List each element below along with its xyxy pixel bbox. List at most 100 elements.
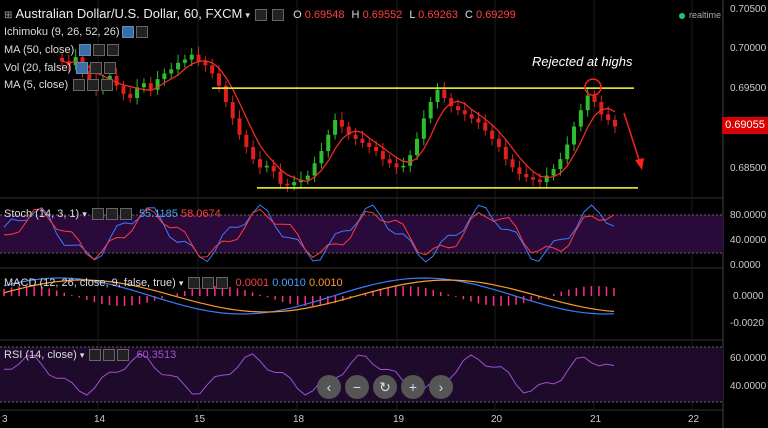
stoch-tick: 40.0000 xyxy=(730,235,767,246)
candle-body xyxy=(278,171,283,184)
candle-body xyxy=(333,120,338,135)
chart-header: ⊞ Australian Dollar/U.S. Dollar, 60, FXC… xyxy=(4,6,516,22)
candle-body xyxy=(421,118,426,139)
zoom-out-button[interactable]: − xyxy=(345,375,369,399)
candle-body xyxy=(455,106,460,111)
x-tick: 19 xyxy=(393,414,405,425)
candle-body xyxy=(531,177,536,180)
x-tick: 15 xyxy=(194,414,206,425)
candle-body xyxy=(510,159,515,168)
candle-body xyxy=(517,167,522,174)
candle-body xyxy=(141,83,146,88)
candle-body xyxy=(326,134,331,152)
macd-label[interactable]: MACD (12, 26, close, 9, false, true) ▾ 0… xyxy=(4,277,343,290)
price-pill: 0.69055 xyxy=(722,117,768,134)
candle-body xyxy=(572,126,577,145)
candle-body xyxy=(162,73,167,80)
rsi-tick: 60.0000 xyxy=(730,353,767,364)
overlay-vol[interactable]: Vol (20, false) xyxy=(4,62,117,75)
candle-body xyxy=(380,151,385,160)
candle-body xyxy=(339,120,344,127)
scroll-right-button[interactable]: › xyxy=(429,375,453,399)
candle-body xyxy=(558,159,563,170)
candle-body xyxy=(346,126,351,135)
macd-tick: 0.0000 xyxy=(733,291,764,302)
candle-body xyxy=(428,102,433,119)
x-tick: 14 xyxy=(94,414,106,425)
candle-body xyxy=(537,179,542,183)
candle-body xyxy=(230,102,235,119)
candle-body xyxy=(176,62,181,70)
gear-icon[interactable] xyxy=(272,9,285,22)
candle-body xyxy=(599,102,604,115)
candle-body xyxy=(360,138,365,143)
realtime-indicator: realtime xyxy=(679,10,721,20)
candle-body xyxy=(237,118,242,135)
candle-body xyxy=(135,87,140,98)
stoch-label[interactable]: Stoch (14, 3, 1) ▾ 55.1185 58.0674 xyxy=(4,208,221,221)
candle-body xyxy=(524,173,529,178)
overlay-ma50[interactable]: MA (50, close) xyxy=(4,44,120,57)
candle-body xyxy=(257,159,262,168)
candle-body xyxy=(87,70,92,82)
settings-icon[interactable]: ⊞ xyxy=(4,10,13,21)
x-tick: 3 xyxy=(2,414,8,425)
annotation-text: Rejected at highs xyxy=(532,54,633,69)
candle-body xyxy=(148,83,153,90)
stoch-tick: 0.0000 xyxy=(730,260,761,271)
candle-body xyxy=(592,95,597,103)
candle-body xyxy=(374,146,379,152)
candle-body xyxy=(264,165,269,168)
chevron-down-icon[interactable]: ▾ xyxy=(245,10,250,20)
x-tick: 20 xyxy=(491,414,503,425)
candle-body xyxy=(476,118,481,123)
candle-body xyxy=(449,97,454,107)
candle-body xyxy=(114,75,119,86)
y-tick: 0.70000 xyxy=(730,43,767,54)
candle-body xyxy=(217,73,222,86)
candle-body xyxy=(196,54,201,62)
macd-tick: -0.0020 xyxy=(730,318,764,329)
candle-body xyxy=(182,59,187,63)
candle-body xyxy=(367,142,372,147)
reset-button[interactable]: ↻ xyxy=(373,375,397,399)
candle-body xyxy=(503,146,508,160)
rsi-label[interactable]: RSI (14, close) ▾ 60.3513 xyxy=(4,349,177,362)
stoch-tick: 80.0000 xyxy=(730,210,767,221)
candle-body xyxy=(155,79,160,90)
candle-body xyxy=(408,155,413,166)
candle-body xyxy=(442,89,447,98)
candle-body xyxy=(305,175,310,180)
ohlc-readout: O 0.69548 H 0.69552 L 0.69263 C 0.69299 xyxy=(293,9,516,21)
candle-body xyxy=(606,114,611,121)
macd-line xyxy=(3,277,615,315)
rsi-line xyxy=(3,353,615,396)
symbol-title[interactable]: Australian Dollar/U.S. Dollar, 60, FXCM xyxy=(15,6,243,21)
candle-body xyxy=(319,151,324,164)
candle-body xyxy=(585,95,590,111)
y-tick: 0.70500 xyxy=(730,4,767,15)
candle-body xyxy=(544,175,549,183)
candle-body xyxy=(60,57,64,62)
candle-body xyxy=(128,93,133,98)
scroll-left-button[interactable]: ‹ xyxy=(317,375,341,399)
candle-body xyxy=(565,144,570,160)
zoom-in-button[interactable]: + xyxy=(401,375,425,399)
y-tick: 0.68500 xyxy=(730,163,767,174)
eye-icon[interactable] xyxy=(254,9,267,22)
overlay-ichimoku[interactable]: Ichimoku (9, 26, 52, 26) xyxy=(4,26,148,39)
candle-body xyxy=(483,122,488,131)
candle-body xyxy=(285,183,290,186)
candle-body xyxy=(292,182,297,186)
candle-body xyxy=(251,146,256,160)
candle-body xyxy=(210,65,215,74)
candle-body xyxy=(551,169,556,176)
candle-body xyxy=(387,159,392,164)
candle-body xyxy=(469,114,474,119)
candle-body xyxy=(394,163,399,168)
overlay-ma5[interactable]: MA (5, close) xyxy=(4,79,114,92)
rsi-tick: 40.0000 xyxy=(730,381,767,392)
stoch-k-line xyxy=(3,204,615,263)
x-tick: 21 xyxy=(590,414,602,425)
arrow-head xyxy=(635,158,644,170)
